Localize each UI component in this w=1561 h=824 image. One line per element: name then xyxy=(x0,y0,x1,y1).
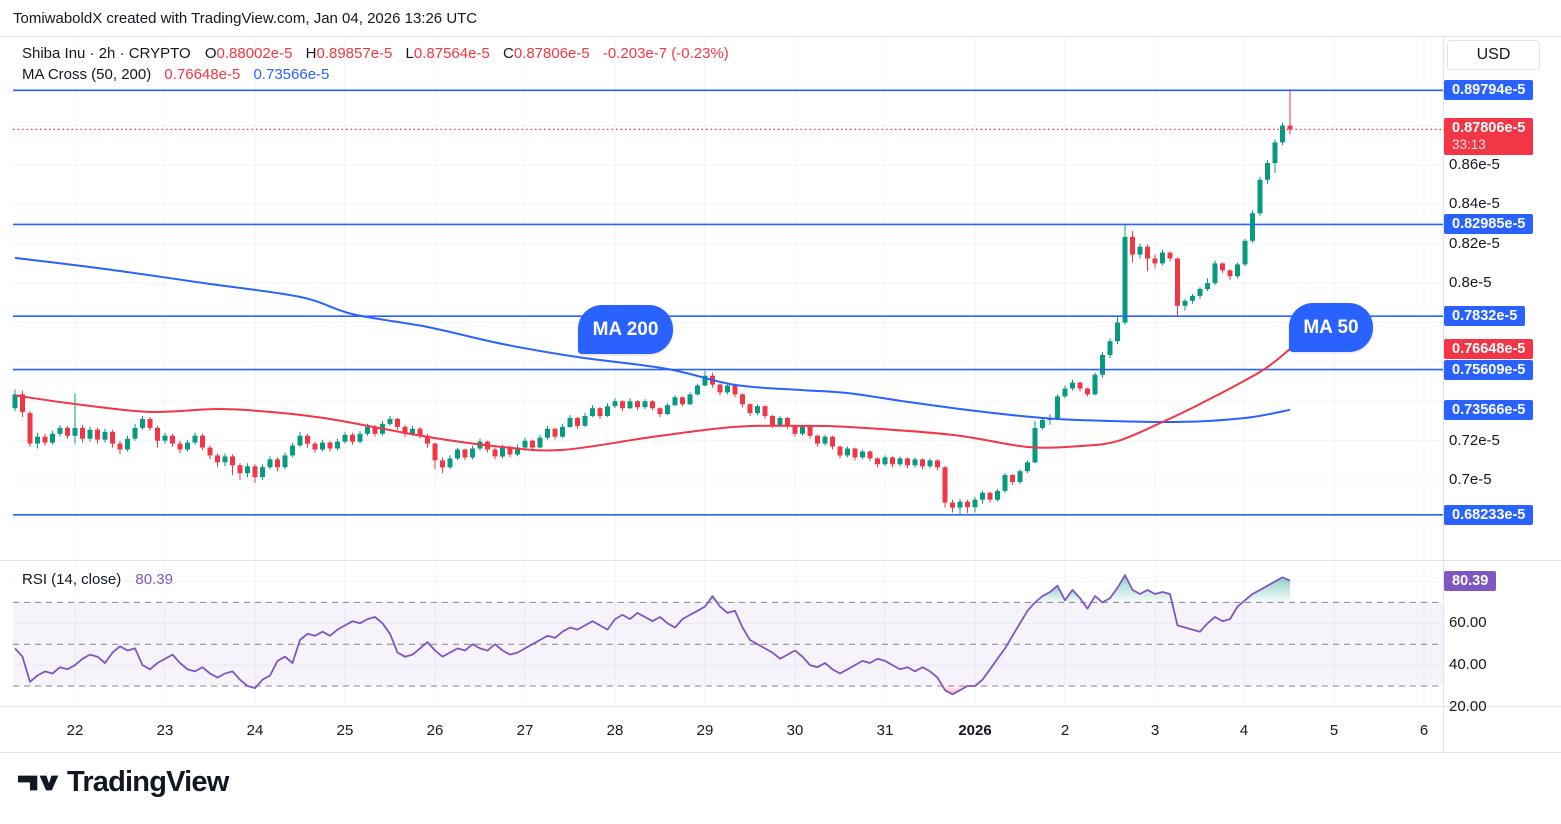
ma200-bubble-label[interactable]: MA 200 xyxy=(578,305,673,354)
price-level-badge: 0.82985e-5 xyxy=(1444,214,1534,235)
price-level-badge: 0.68233e-5 xyxy=(1444,504,1534,525)
price-tick-label: 0.86e-5 xyxy=(1449,156,1500,173)
price-level-badge: 0.89794e-5 xyxy=(1444,80,1534,101)
ma-value-badge: 0.76648e-5 xyxy=(1444,339,1534,360)
rsi-tick-label: 20.00 xyxy=(1449,697,1487,715)
tradingview-logo[interactable]: TradingView xyxy=(18,766,229,799)
open-label: O xyxy=(204,45,217,62)
time-tick-label: 27 xyxy=(516,722,534,739)
change-value: -0.203e-7 (-0.23%) xyxy=(602,45,729,62)
time-tick-label: 26 xyxy=(426,722,444,739)
ma200-legend-value: 0.73566e-5 xyxy=(253,66,330,83)
rsi-legend: RSI (14, close) 80.39 xyxy=(22,571,173,588)
price-level-badge: 0.7832e-5 xyxy=(1444,306,1526,327)
close-value: 0.87806e-5 xyxy=(513,45,590,62)
price-tick-label: 0.84e-5 xyxy=(1449,195,1500,213)
time-tick-label: 2026 xyxy=(958,722,992,739)
attribution-text: TomiwaboldX created with TradingView.com… xyxy=(13,10,478,27)
price-tick-label: 0.7e-5 xyxy=(1449,471,1492,489)
current-price-badge: 0.87806e-5 33:13 xyxy=(1444,118,1534,156)
price-tick-label: 0.72e-5 xyxy=(1449,431,1500,449)
time-tick-label: 29 xyxy=(696,722,714,739)
ma200-line[interactable] xyxy=(14,256,1291,424)
price-level-badge: 0.75609e-5 xyxy=(1444,359,1534,380)
rsi-tick-label: 40.00 xyxy=(1449,656,1487,674)
time-tick-label: 30 xyxy=(786,722,804,739)
ma-cross-legend: MA Cross (50, 200) 0.76648e-5 0.73566e-5 xyxy=(22,66,332,83)
low-value: 0.87564e-5 xyxy=(413,45,490,62)
chart-top-border xyxy=(0,36,1561,37)
time-tick-label: 2 xyxy=(1060,722,1070,739)
time-tick-label: 25 xyxy=(336,722,354,739)
time-tick-label: 24 xyxy=(246,722,264,739)
bar-countdown: 33:13 xyxy=(1452,137,1486,153)
tradingview-logo-text: TradingView xyxy=(67,766,229,798)
ma50-legend-value: 0.76648e-5 xyxy=(164,66,241,83)
time-tick-label: 3 xyxy=(1150,722,1160,739)
time-tick-label: 6 xyxy=(1419,722,1429,739)
rsi-plot-line[interactable] xyxy=(14,574,1291,696)
high-value: 0.89857e-5 xyxy=(316,45,393,62)
high-label: H xyxy=(305,45,317,62)
open-value: 0.88002e-5 xyxy=(216,45,293,62)
ma50-line[interactable] xyxy=(14,348,1291,452)
time-tick-label: 23 xyxy=(156,722,174,739)
low-label: L xyxy=(405,45,414,62)
time-tick-label: 28 xyxy=(606,722,624,739)
price-axis-border xyxy=(1443,36,1444,752)
rsi-tick-label: 60.00 xyxy=(1449,614,1487,632)
candlestick-series[interactable] xyxy=(12,89,1293,514)
ma50-bubble-label[interactable]: MA 50 xyxy=(1289,303,1373,352)
tradingview-logo-icon xyxy=(18,775,59,790)
ma-value-badge: 0.73566e-5 xyxy=(1444,399,1534,420)
ma-cross-title[interactable]: MA Cross (50, 200) xyxy=(22,66,152,83)
time-tick-label: 31 xyxy=(876,722,894,739)
price-tick-label: 0.8e-5 xyxy=(1449,274,1492,292)
rsi-value: 80.39 xyxy=(135,571,173,588)
grid-horizontal xyxy=(13,125,1443,708)
rsi-value-badge: 80.39 xyxy=(1444,570,1497,591)
current-price-value: 0.87806e-5 xyxy=(1452,120,1526,137)
time-tick-label: 5 xyxy=(1329,722,1339,739)
symbol-legend: Shiba Inu · 2h · CRYPTO O0.88002e-5 H0.8… xyxy=(22,45,738,62)
pane-separator[interactable] xyxy=(0,560,1561,561)
time-tick-label: 4 xyxy=(1239,722,1249,739)
time-axis-border xyxy=(0,706,1561,707)
currency-toggle-button[interactable]: USD xyxy=(1447,40,1540,70)
close-label: C xyxy=(502,45,514,62)
chart-bottom-border xyxy=(0,752,1561,753)
price-tick-label: 0.82e-5 xyxy=(1449,234,1500,252)
symbol-title[interactable]: Shiba Inu · 2h · CRYPTO xyxy=(22,45,191,62)
time-tick-label: 22 xyxy=(66,722,84,739)
rsi-title[interactable]: RSI (14, close) xyxy=(22,571,122,588)
